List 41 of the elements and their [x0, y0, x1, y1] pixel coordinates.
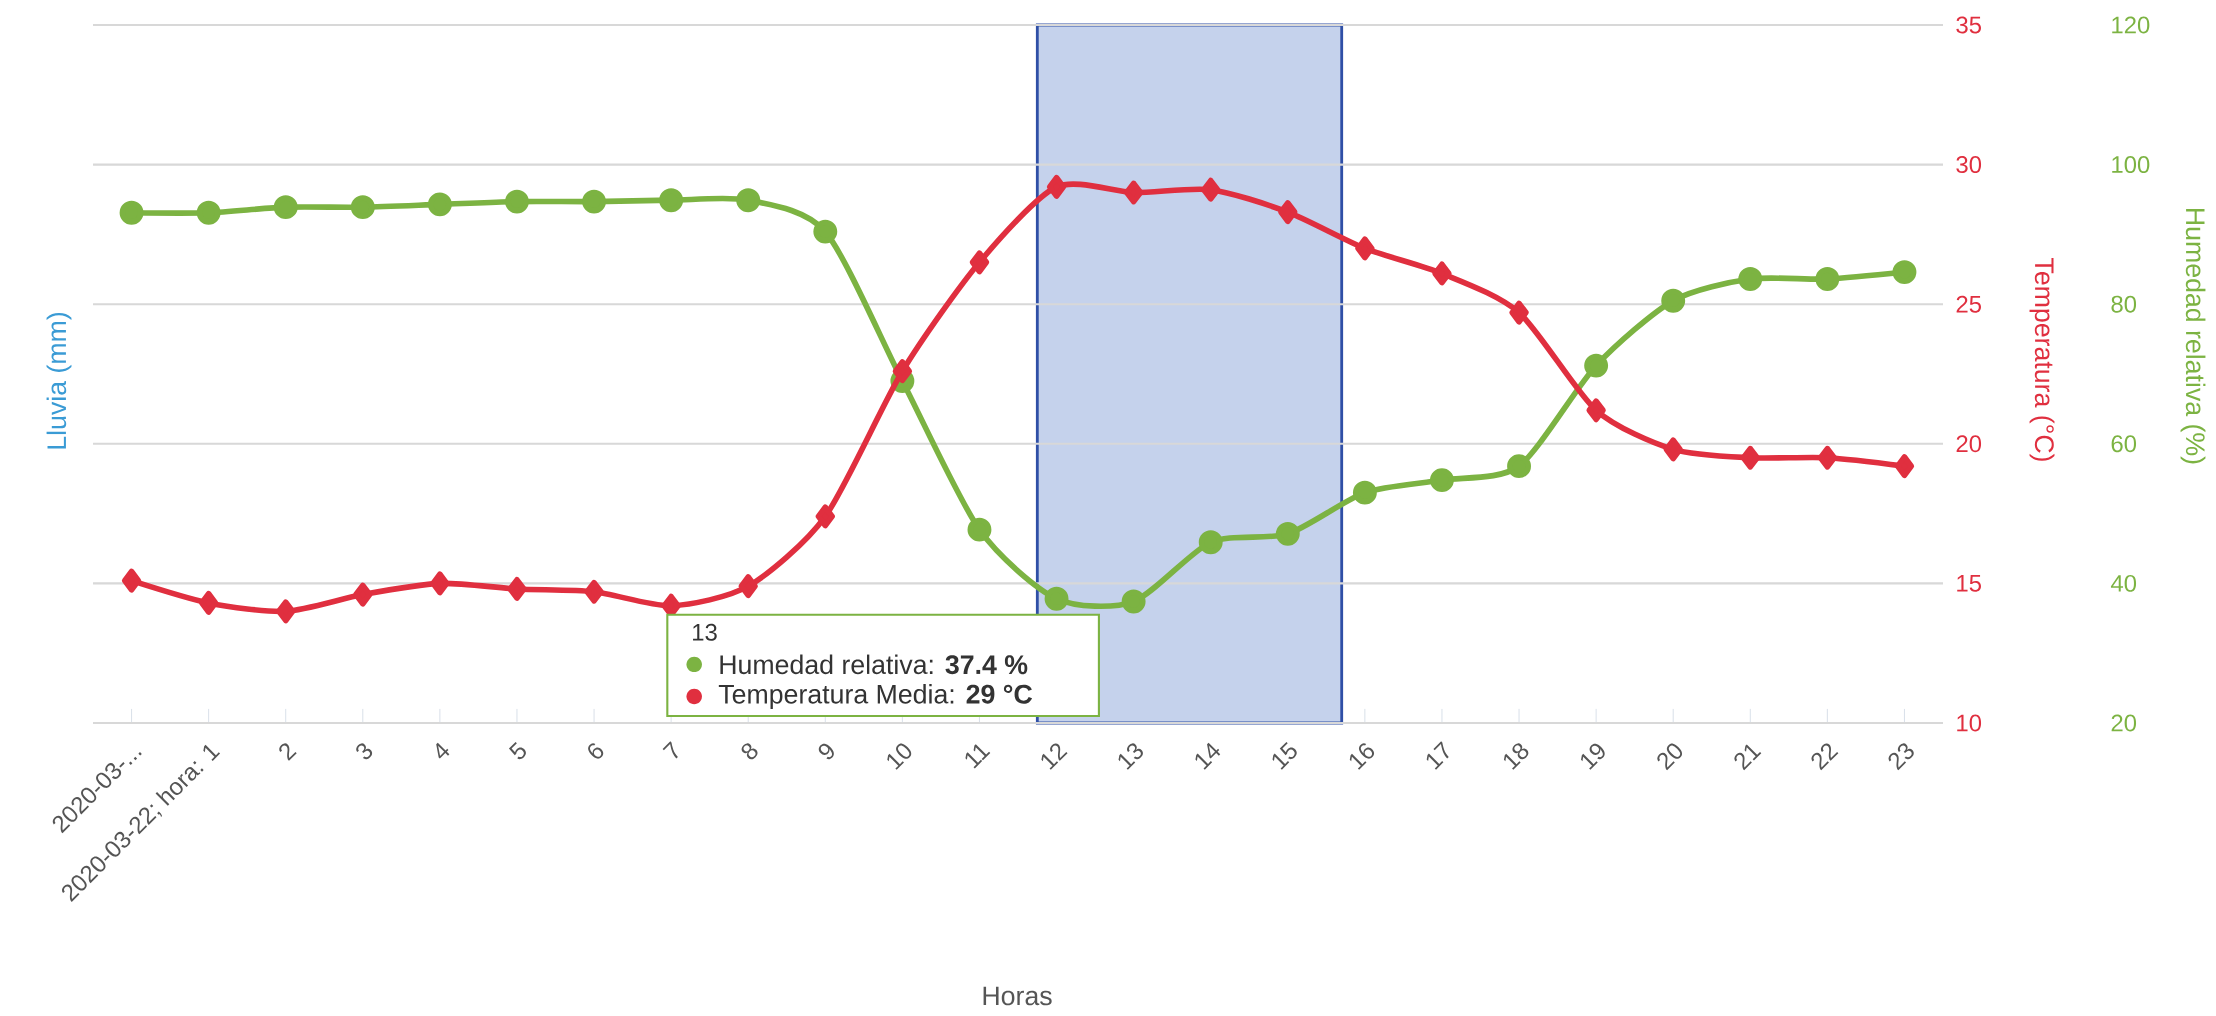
- x-tick-label: 20: [1657, 743, 1683, 771]
- y2-tick-label: 15: [1957, 575, 1981, 592]
- annotation: Temperatura Media: 29 °C: [718, 684, 1033, 709]
- x-tick-label: 12: [1041, 743, 1068, 770]
- annotation: 13: [693, 623, 717, 641]
- x-tick-label: 10: [887, 743, 912, 770]
- x-tick-label: 4: [436, 742, 450, 759]
- x-tick-label: 14: [1195, 742, 1221, 770]
- x-tick-label: 3: [356, 743, 373, 760]
- x-tick-label: 7: [662, 741, 678, 759]
- y3-tick-label: 20: [2111, 714, 2137, 732]
- x-tick-label: 2: [279, 743, 297, 761]
- x-tick-label: 18: [1503, 743, 1529, 770]
- x-tick-label: 8: [741, 743, 758, 760]
- x-tick-label: 21: [1734, 744, 1762, 771]
- x-tick-label: 5: [508, 741, 526, 760]
- y3-axis-title: Humedad relativa (%): [2180, 209, 2206, 464]
- y-axis-title: Lluvia (mm): [46, 312, 72, 449]
- y2-tick-label: 10: [1957, 714, 1982, 732]
- y2-tick-label: 30: [1956, 156, 1982, 174]
- y3-tick-label: 60: [2111, 435, 2137, 453]
- y2-tick-label: 25: [1956, 295, 1981, 313]
- y3-tick-label: 40: [2110, 574, 2137, 592]
- x-tick-label: 9: [818, 743, 834, 760]
- y2-tick-label: 20: [1956, 435, 1982, 453]
- x-tick-label: 13: [1118, 743, 1143, 770]
- y2-tick-label: 35: [1956, 16, 1981, 34]
- y3-tick-label: 120: [2112, 16, 2150, 34]
- x-tick-label: 17: [1426, 741, 1449, 770]
- x-tick-label: 11: [965, 744, 991, 769]
- y2-axis-title: Temperatura (°C): [2029, 258, 2055, 461]
- annotation: Humedad relativa: 37.4 %: [720, 654, 1028, 675]
- y3-tick-label: 100: [2112, 156, 2150, 174]
- x-tick-label: 22: [1811, 743, 1839, 771]
- x-tick-label: 16: [1349, 743, 1375, 770]
- x-tick-label: 15: [1272, 741, 1297, 770]
- x-tick-label: 6: [588, 743, 604, 759]
- x-axis-title: Horas: [983, 986, 1052, 1006]
- x-tick-label: 23: [1888, 743, 1914, 771]
- y3-tick-label: 80: [2111, 295, 2137, 313]
- x-tick-label: 19: [1581, 743, 1605, 770]
